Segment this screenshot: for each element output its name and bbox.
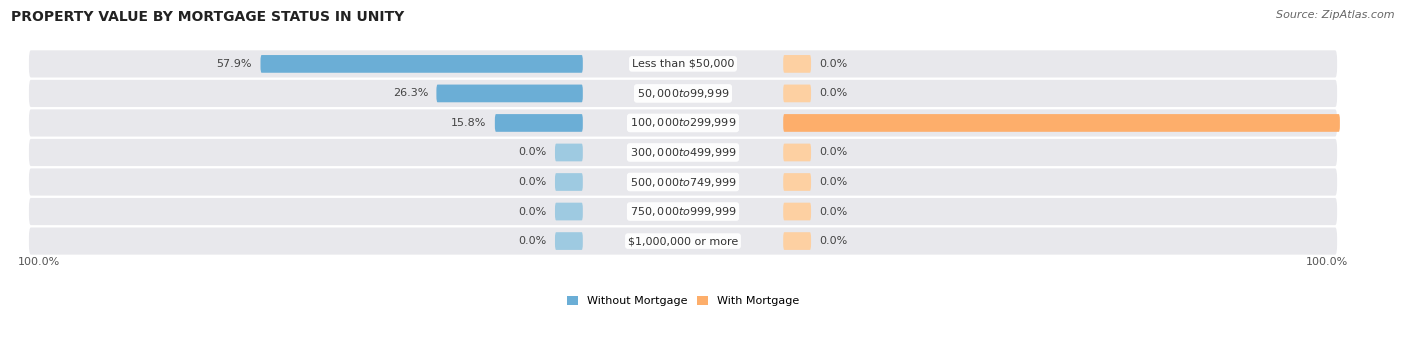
FancyBboxPatch shape <box>436 85 583 102</box>
Text: Less than $50,000: Less than $50,000 <box>631 59 734 69</box>
Text: 57.9%: 57.9% <box>217 59 252 69</box>
Text: 100.0%: 100.0% <box>18 257 60 267</box>
FancyBboxPatch shape <box>30 80 1337 107</box>
FancyBboxPatch shape <box>30 227 1337 255</box>
FancyBboxPatch shape <box>783 85 811 102</box>
Text: 0.0%: 0.0% <box>519 148 547 157</box>
Text: $50,000 to $99,999: $50,000 to $99,999 <box>637 87 730 100</box>
FancyBboxPatch shape <box>783 114 1340 132</box>
FancyBboxPatch shape <box>30 168 1337 196</box>
FancyBboxPatch shape <box>555 143 583 162</box>
Text: 100.0%: 100.0% <box>1348 118 1391 128</box>
FancyBboxPatch shape <box>495 114 583 132</box>
Legend: Without Mortgage, With Mortgage: Without Mortgage, With Mortgage <box>562 292 803 311</box>
Text: PROPERTY VALUE BY MORTGAGE STATUS IN UNITY: PROPERTY VALUE BY MORTGAGE STATUS IN UNI… <box>11 10 405 24</box>
Text: 0.0%: 0.0% <box>820 59 848 69</box>
Text: $300,000 to $499,999: $300,000 to $499,999 <box>630 146 737 159</box>
Text: $1,000,000 or more: $1,000,000 or more <box>628 236 738 246</box>
Text: 0.0%: 0.0% <box>820 206 848 217</box>
Text: 15.8%: 15.8% <box>451 118 486 128</box>
Text: 26.3%: 26.3% <box>392 88 427 98</box>
FancyBboxPatch shape <box>783 55 811 73</box>
Text: $500,000 to $749,999: $500,000 to $749,999 <box>630 175 737 188</box>
Text: 0.0%: 0.0% <box>820 148 848 157</box>
FancyBboxPatch shape <box>783 203 811 220</box>
Text: 0.0%: 0.0% <box>820 177 848 187</box>
FancyBboxPatch shape <box>30 198 1337 225</box>
FancyBboxPatch shape <box>555 203 583 220</box>
Text: 0.0%: 0.0% <box>519 236 547 246</box>
Text: 0.0%: 0.0% <box>519 206 547 217</box>
FancyBboxPatch shape <box>783 173 811 191</box>
FancyBboxPatch shape <box>30 139 1337 166</box>
FancyBboxPatch shape <box>555 232 583 250</box>
FancyBboxPatch shape <box>260 55 583 73</box>
FancyBboxPatch shape <box>783 232 811 250</box>
FancyBboxPatch shape <box>783 143 811 162</box>
FancyBboxPatch shape <box>555 173 583 191</box>
Text: 100.0%: 100.0% <box>1306 257 1348 267</box>
Text: Source: ZipAtlas.com: Source: ZipAtlas.com <box>1277 10 1395 20</box>
Text: $100,000 to $299,999: $100,000 to $299,999 <box>630 117 737 130</box>
Text: 0.0%: 0.0% <box>820 236 848 246</box>
FancyBboxPatch shape <box>30 109 1337 137</box>
Text: $750,000 to $999,999: $750,000 to $999,999 <box>630 205 737 218</box>
FancyBboxPatch shape <box>30 50 1337 78</box>
Text: 0.0%: 0.0% <box>820 88 848 98</box>
Text: 0.0%: 0.0% <box>519 177 547 187</box>
